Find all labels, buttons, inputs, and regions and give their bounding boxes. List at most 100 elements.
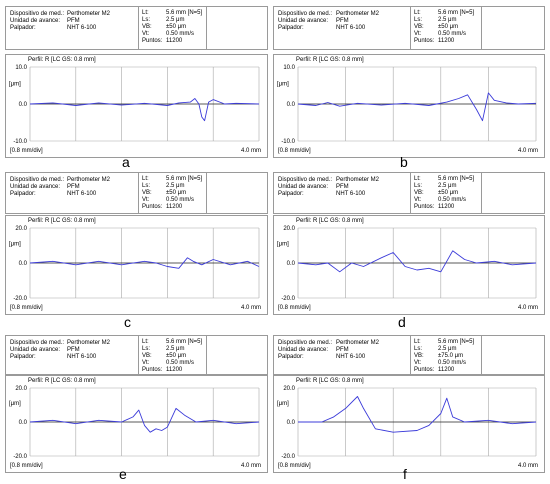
info-value: PFM <box>336 18 349 24</box>
y-unit-label: [μm] <box>277 82 289 88</box>
panel-letter: b <box>400 154 408 170</box>
y-tick-label: 20.0 <box>15 226 27 232</box>
info-divider <box>481 7 482 49</box>
length-label: 4.0 mm <box>517 463 538 469</box>
info-label: Ls: <box>142 17 151 23</box>
info-value: NHT 6-100 <box>336 191 366 197</box>
info-value: 2.5 μm <box>438 346 457 352</box>
y-tick-label: 0.0 <box>287 261 296 267</box>
info-divider <box>410 336 411 374</box>
scale-label: [0.8 mm/div] <box>278 305 311 311</box>
panel-letter: e <box>119 466 127 482</box>
info-value: PFM <box>67 184 80 190</box>
info-label: Palpador: <box>10 354 36 360</box>
info-value: ±50 μm <box>438 24 459 30</box>
length-label: 4.0 mm <box>240 305 261 311</box>
profile-plot-box: Perfil: R [LC GS: 0.8 mm] 20.0 0.0 -20.0 [μm… <box>5 215 268 315</box>
y-tick-label: 10.0 <box>15 65 27 71</box>
scale-label: [0.8 mm/div] <box>10 463 43 469</box>
info-label: Palpador: <box>10 25 36 31</box>
info-label: Ls: <box>142 346 151 352</box>
scale-label: [0.8 mm/div] <box>278 148 311 154</box>
info-value: ±50 μm <box>166 24 187 30</box>
info-divider <box>138 7 139 49</box>
y-unit-label: [μm] <box>277 242 289 248</box>
info-label: VB: <box>142 190 152 196</box>
info-label: Puntos: <box>414 367 435 373</box>
info-label: Unidad de avance: <box>10 184 61 190</box>
scale-label: [0.8 mm/div] <box>10 148 43 154</box>
length-label: 4.0 mm <box>517 148 538 154</box>
y-tick-label: 0.0 <box>19 420 28 426</box>
panel-letter: a <box>122 154 130 170</box>
info-label: Dispositivo de med.: <box>10 11 65 17</box>
info-label: Puntos: <box>414 204 435 210</box>
profile-trace <box>29 257 260 269</box>
info-divider <box>206 7 207 49</box>
profile-panel-b: Dispositivo de med.: Perthometer M2 Unidad… <box>273 6 545 158</box>
info-label: Vt: <box>414 360 422 366</box>
info-value: Perthometer M2 <box>67 340 111 346</box>
profile-panel-e: Dispositivo de med.: Perthometer M2 Unidad… <box>5 335 268 473</box>
info-value: Perthometer M2 <box>67 11 111 17</box>
info-value: 2.5 μm <box>166 17 185 23</box>
info-value: 0.50 mm/s <box>166 360 195 366</box>
info-divider <box>206 173 207 213</box>
info-label: Lt: <box>414 176 421 182</box>
profile-chart: 10.0 0.0 -10.0 [μm] <box>9 65 260 145</box>
profile-panel-a: Dispositivo de med.: Perthometer M2 Unidad… <box>5 6 268 158</box>
y-tick-label: -10.0 <box>13 139 27 145</box>
info-value: 11200 <box>166 38 183 44</box>
info-label: Dispositivo de med.: <box>10 177 65 183</box>
info-label: Vt: <box>142 360 150 366</box>
info-label: VB: <box>142 353 152 359</box>
info-value: 5.6 mm [N=5] <box>166 10 203 16</box>
info-value: PFM <box>336 184 349 190</box>
info-value: 5.6 mm [N=5] <box>166 339 203 345</box>
info-value: 11200 <box>166 204 183 210</box>
info-label: Vt: <box>142 197 150 203</box>
info-label: Palpador: <box>278 25 304 31</box>
info-label: Puntos: <box>142 204 163 210</box>
y-tick-label: -20.0 <box>13 454 27 460</box>
y-unit-label: [μm] <box>277 401 289 407</box>
info-label: VB: <box>414 353 424 359</box>
instrument-info-box: Dispositivo de med.: Perthometer M2 Unidad… <box>5 6 268 50</box>
info-value: 0.50 mm/s <box>166 31 195 37</box>
info-value: NHT 6-100 <box>336 354 366 360</box>
profile-trace <box>29 98 260 122</box>
info-label: Lt: <box>414 339 421 345</box>
profile-panel-c: Dispositivo de med.: Perthometer M2 Unidad… <box>5 172 268 315</box>
y-tick-label: 0.0 <box>19 102 28 108</box>
y-tick-label: 20.0 <box>15 386 27 392</box>
y-tick-label: -20.0 <box>13 296 27 302</box>
info-value: 2.5 μm <box>166 183 185 189</box>
plot-title: Perfil: R [LC GS: 0.8 mm] <box>296 57 364 63</box>
info-value: Perthometer M2 <box>67 177 111 183</box>
info-value: ±50 μm <box>166 190 187 196</box>
info-divider <box>138 173 139 213</box>
instrument-info-box: Dispositivo de med.: Perthometer M2 Unidad… <box>5 335 268 375</box>
info-label: Palpador: <box>278 191 304 197</box>
info-value: Perthometer M2 <box>336 340 380 346</box>
info-divider <box>206 336 207 374</box>
info-value: PFM <box>336 347 349 353</box>
info-value: 0.50 mm/s <box>166 197 195 203</box>
info-label: Ls: <box>414 183 423 189</box>
profile-plot-box: Perfil: R [LC GS: 0.8 mm] 20.0 0.0 -20.0 [μm… <box>273 215 545 315</box>
info-value: 11200 <box>438 367 455 373</box>
info-value: PFM <box>67 18 80 24</box>
info-label: Puntos: <box>142 38 163 44</box>
info-divider <box>481 336 482 374</box>
y-tick-label: 20.0 <box>283 226 295 232</box>
scale-label: [0.8 mm/div] <box>10 305 43 311</box>
info-value: 5.6 mm [N=5] <box>438 176 475 182</box>
profile-chart: 20.0 0.0 -20.0 [μm] <box>277 386 537 460</box>
info-label: Unidad de avance: <box>10 347 61 353</box>
info-label: Puntos: <box>142 367 163 373</box>
info-label: Ls: <box>142 183 151 189</box>
info-label: Lt: <box>142 10 149 16</box>
y-unit-label: [μm] <box>9 82 21 88</box>
panel-letter: f <box>403 466 407 482</box>
profile-chart: 10.0 0.0 -10.0 [μm] <box>277 65 537 145</box>
